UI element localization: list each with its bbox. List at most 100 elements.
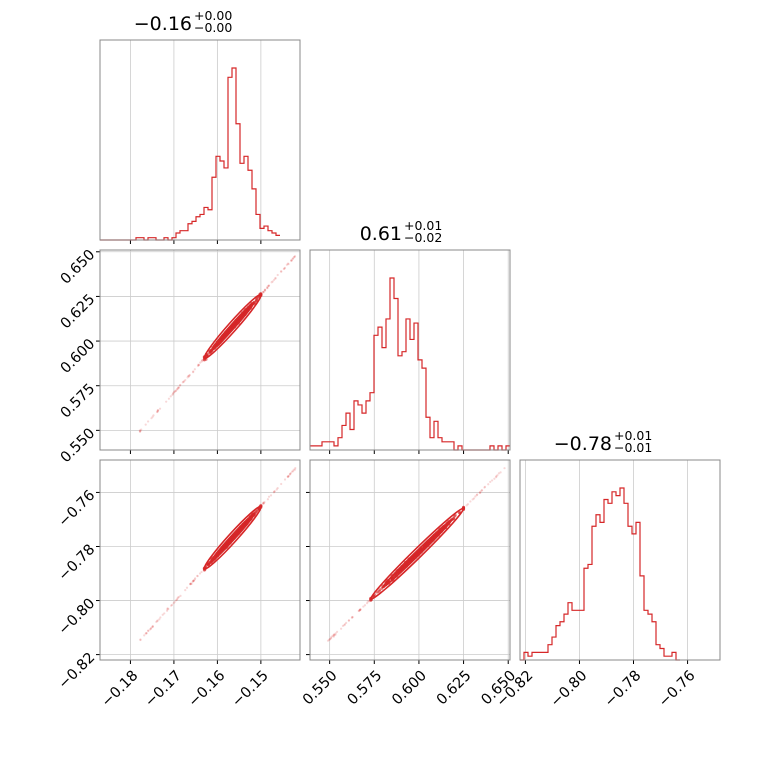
histogram-0 bbox=[100, 67, 280, 241]
sample-point bbox=[156, 409, 159, 412]
sample-point bbox=[266, 286, 269, 290]
panel-title-plus: +0.01 bbox=[404, 218, 442, 233]
sample-point bbox=[166, 608, 169, 611]
sample-point bbox=[283, 266, 286, 269]
sample-point bbox=[479, 491, 482, 494]
sample-point bbox=[286, 475, 289, 478]
sample-point bbox=[289, 472, 292, 475]
sample-point bbox=[177, 595, 180, 599]
sample-point bbox=[200, 360, 203, 363]
sample-point bbox=[263, 288, 267, 291]
sample-point bbox=[184, 589, 187, 592]
panel-title-minus: −0.01 bbox=[614, 440, 652, 455]
sample-point bbox=[172, 602, 175, 605]
sample-point bbox=[276, 487, 279, 490]
y-tick-label: −0.78 bbox=[56, 542, 99, 585]
sample-point bbox=[147, 629, 150, 632]
sample-point bbox=[280, 482, 283, 486]
sample-point bbox=[483, 486, 486, 489]
sample-point bbox=[499, 471, 502, 474]
sample-point bbox=[149, 628, 152, 631]
x-tick-label: −0.78 bbox=[602, 668, 645, 711]
panel-title-plus: +0.00 bbox=[194, 8, 232, 23]
sample-point bbox=[262, 290, 265, 294]
sample-point bbox=[328, 638, 331, 641]
sample-point bbox=[343, 623, 347, 626]
sample-point bbox=[493, 477, 496, 480]
sample-point bbox=[187, 374, 190, 378]
sample-point bbox=[290, 259, 293, 262]
sample-point bbox=[185, 586, 189, 589]
sample-point bbox=[293, 255, 297, 258]
y-tick-label: 0.575 bbox=[58, 381, 99, 422]
sample-point bbox=[189, 582, 192, 586]
sample-point bbox=[266, 286, 269, 290]
sample-point bbox=[358, 609, 361, 613]
sample-point bbox=[156, 410, 159, 413]
sample-point bbox=[366, 602, 369, 605]
sample-point bbox=[192, 371, 195, 374]
sample-point bbox=[263, 288, 267, 292]
sample-point bbox=[479, 490, 482, 493]
sample-point bbox=[329, 636, 333, 640]
sample-point bbox=[262, 291, 265, 294]
sample-point bbox=[189, 583, 192, 586]
sample-point bbox=[263, 290, 266, 293]
sample-point bbox=[291, 257, 295, 260]
sample-point bbox=[326, 639, 330, 642]
x-tick-label: −0.76 bbox=[656, 668, 699, 711]
sample-point bbox=[291, 257, 294, 260]
sample-point bbox=[176, 388, 179, 391]
sample-point bbox=[286, 262, 290, 265]
sample-point bbox=[192, 579, 195, 583]
sample-point bbox=[480, 489, 483, 492]
sample-point bbox=[273, 278, 276, 281]
panel-0-0 bbox=[99, 39, 301, 244]
sample-point bbox=[159, 616, 162, 619]
sample-point bbox=[146, 420, 150, 423]
sample-point bbox=[291, 470, 294, 473]
sample-point bbox=[178, 384, 182, 387]
sample-point bbox=[192, 579, 195, 582]
sample-point bbox=[144, 632, 147, 635]
sample-point bbox=[173, 390, 176, 393]
sample-point bbox=[165, 400, 168, 403]
x-tick-label: 0.575 bbox=[345, 668, 386, 709]
sample-point bbox=[181, 381, 184, 384]
panel-1-0 bbox=[96, 249, 301, 454]
sample-point bbox=[290, 259, 293, 262]
sample-point bbox=[273, 490, 276, 493]
density-contour-0 bbox=[210, 301, 255, 352]
sample-point bbox=[179, 383, 182, 387]
sample-point bbox=[328, 638, 331, 642]
sample-point bbox=[503, 467, 506, 470]
sample-point bbox=[171, 392, 175, 395]
sample-point bbox=[266, 498, 270, 501]
sample-point bbox=[192, 370, 195, 373]
histogram-1 bbox=[310, 277, 510, 451]
sample-point bbox=[341, 624, 345, 627]
sample-point bbox=[167, 607, 170, 611]
sample-point bbox=[186, 376, 189, 379]
sample-point bbox=[333, 633, 336, 636]
sample-point bbox=[366, 600, 369, 603]
sample-point bbox=[188, 373, 191, 377]
sample-point bbox=[329, 637, 332, 640]
sample-point bbox=[476, 493, 479, 496]
sample-point bbox=[332, 635, 335, 638]
sample-point bbox=[347, 619, 350, 622]
sample-point bbox=[428, 539, 432, 543]
sample-point bbox=[494, 476, 498, 479]
sample-point bbox=[174, 599, 178, 602]
density-contour-0 bbox=[381, 518, 453, 589]
sample-point bbox=[287, 263, 290, 266]
sample-point bbox=[166, 607, 169, 610]
sample-point bbox=[139, 638, 142, 641]
sample-point bbox=[156, 619, 159, 622]
sample-point bbox=[231, 324, 235, 328]
sample-point bbox=[191, 580, 194, 583]
sample-point bbox=[143, 634, 146, 637]
sample-point bbox=[275, 488, 278, 491]
sample-point bbox=[292, 468, 295, 471]
sample-point bbox=[496, 474, 499, 477]
